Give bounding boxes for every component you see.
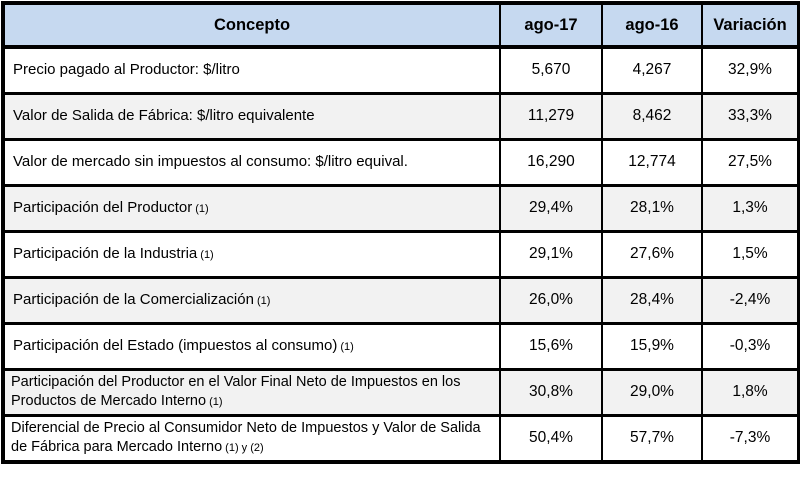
table-row: Participación del Estado (impuestos al c… <box>2 321 800 371</box>
variacion-cell: 27,5% <box>701 137 800 187</box>
concepto-cell: Participación del Productor en el Valor … <box>2 367 501 417</box>
table-row: Diferencial de Precio al Consumidor Neto… <box>2 413 800 464</box>
column-header-ago-17: ago-17 <box>499 2 603 49</box>
concepto-label: Diferencial de Precio al Consumidor Neto… <box>11 419 481 456</box>
footnote-marker: (1) <box>200 248 214 261</box>
concepto-cell: Participación del Estado (impuestos al c… <box>2 321 501 371</box>
variacion-cell: 33,3% <box>701 91 800 141</box>
variacion-cell: 1,5% <box>701 229 800 279</box>
ago-17-cell: 16,290 <box>499 137 603 187</box>
table-header: Concepto ago-17 ago-16 Variación <box>2 2 800 49</box>
table-row: Participación de la Industria (1) 29,1% 2… <box>2 229 800 279</box>
concepto-cell: Participación del Productor (1) <box>2 183 501 233</box>
table-row: Valor de mercado sin impuestos al consum… <box>2 137 800 187</box>
table-row: Participación del Productor en el Valor … <box>2 367 800 417</box>
ago-17-cell: 29,4% <box>499 183 603 233</box>
ago-16-cell: 15,9% <box>601 321 703 371</box>
concepto-label: Participación del Estado (impuestos al c… <box>13 336 338 354</box>
variacion-cell: 1,3% <box>701 183 800 233</box>
ago-16-cell: 28,4% <box>601 275 703 325</box>
header-row: Concepto ago-17 ago-16 Variación <box>2 2 800 49</box>
table-row: Participación de la Comercialización (1) … <box>2 275 800 325</box>
variacion-cell: 32,9% <box>701 45 800 95</box>
ago-17-cell: 29,1% <box>499 229 603 279</box>
concepto-cell: Diferencial de Precio al Consumidor Neto… <box>2 413 501 464</box>
ago-16-cell: 29,0% <box>601 367 703 417</box>
ago-17-cell: 15,6% <box>499 321 603 371</box>
ago-16-cell: 4,267 <box>601 45 703 95</box>
ago-17-cell: 50,4% <box>499 413 603 464</box>
variacion-cell: -7,3% <box>701 413 800 464</box>
column-header-concepto: Concepto <box>2 2 501 49</box>
footnote-marker: (1) y (2) <box>225 442 264 455</box>
ago-17-cell: 30,8% <box>499 367 603 417</box>
concepto-cell: Precio pagado al Productor: $/litro <box>2 45 501 95</box>
ago-16-cell: 8,462 <box>601 91 703 141</box>
concepto-label: Precio pagado al Productor: $/litro <box>13 61 240 79</box>
column-header-ago-16: ago-16 <box>601 2 703 49</box>
table-row: Precio pagado al Productor: $/litro 5,67… <box>2 45 800 95</box>
page: Concepto ago-17 ago-16 Variación Precio … <box>1 1 800 464</box>
concepto-cell: Valor de Salida de Fábrica: $/litro equi… <box>2 91 501 141</box>
ago-17-cell: 5,670 <box>499 45 603 95</box>
table-row: Valor de Salida de Fábrica: $/litro equi… <box>2 91 800 141</box>
concepto-cell: Participación de la Comercialización (1) <box>2 275 501 325</box>
footnote-marker: (1) <box>195 202 209 215</box>
concepto-label: Participación de la Comercialización <box>13 290 254 308</box>
footnote-marker: (1) <box>256 294 271 307</box>
ago-16-cell: 27,6% <box>601 229 703 279</box>
concepto-label: Valor de Salida de Fábrica: $/litro equi… <box>13 106 315 124</box>
ago-16-cell: 28,1% <box>601 183 703 233</box>
variacion-cell: 1,8% <box>701 367 800 417</box>
ago-16-cell: 12,774 <box>601 137 703 187</box>
ago-16-cell: 57,7% <box>601 413 703 464</box>
concepto-label: Participación del Productor en el Valor … <box>11 373 461 410</box>
concepto-cell: Participación de la Industria (1) <box>2 229 501 279</box>
ago-17-cell: 26,0% <box>499 275 603 325</box>
concepto-label: Valor de mercado sin impuestos al consum… <box>13 152 408 170</box>
ago-17-cell: 11,279 <box>499 91 603 141</box>
column-header-variacion: Variación <box>701 2 800 49</box>
footnote-marker: (1) <box>209 396 223 409</box>
concepto-label: Participación de la Industria <box>13 244 198 262</box>
variacion-cell: -0,3% <box>701 321 800 371</box>
concepto-cell: Valor de mercado sin impuestos al consum… <box>2 137 501 187</box>
footnote-marker: (1) <box>340 340 354 353</box>
variacion-cell: -2,4% <box>701 275 800 325</box>
table-body: Precio pagado al Productor: $/litro 5,67… <box>2 45 800 464</box>
price-table: Concepto ago-17 ago-16 Variación Precio … <box>1 1 800 464</box>
concepto-label: Participación del Productor <box>13 198 193 216</box>
table-row: Participación del Productor (1) 29,4% 28,… <box>2 183 800 233</box>
